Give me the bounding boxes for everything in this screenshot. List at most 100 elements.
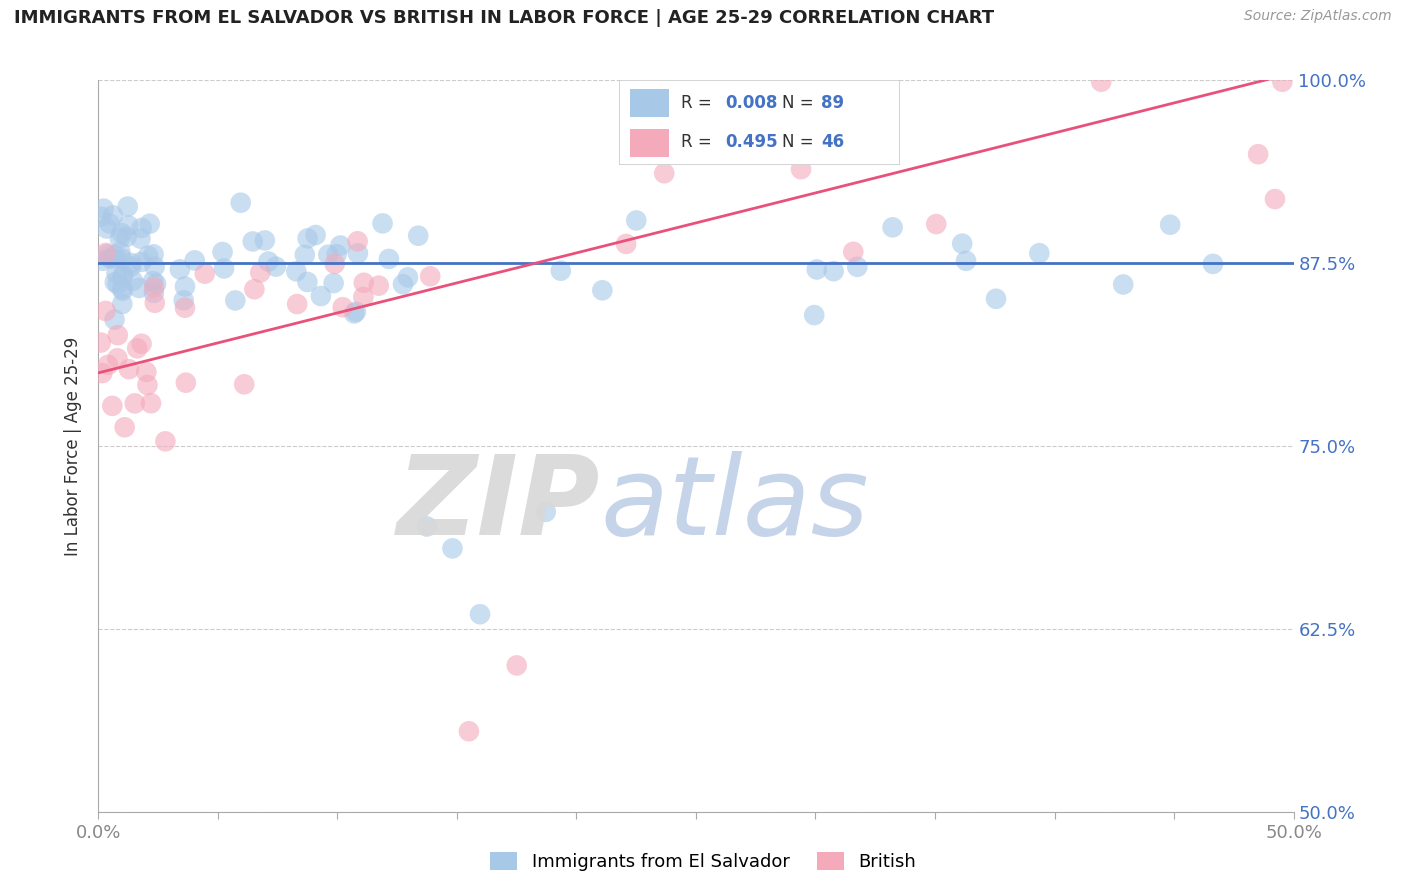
Text: Source: ZipAtlas.com: Source: ZipAtlas.com	[1244, 9, 1392, 23]
Point	[93, 202, 115, 216]
Point	[1247, 147, 1270, 161]
Point	[122, 274, 145, 288]
Point	[243, 282, 266, 296]
Point	[882, 220, 904, 235]
Point	[115, 229, 138, 244]
Text: IMMIGRANTS FROM EL SALVADOR VS BRITISH IN LABOR FORCE | AGE 25-29 CORRELATION CH: IMMIGRANTS FROM EL SALVADOR VS BRITISH I…	[14, 9, 994, 27]
Point	[111, 284, 134, 298]
Point	[173, 293, 195, 308]
Point	[174, 301, 197, 315]
Point	[550, 263, 572, 277]
Text: ZIP: ZIP	[396, 451, 600, 558]
Point	[332, 300, 354, 314]
Point	[371, 216, 394, 230]
Point	[419, 269, 441, 284]
Point	[136, 378, 159, 392]
Point	[212, 261, 235, 276]
Point	[264, 260, 287, 274]
Point	[143, 280, 166, 294]
Point	[131, 255, 153, 269]
Point	[211, 245, 233, 260]
Point	[143, 295, 166, 310]
Point	[323, 257, 346, 271]
Point	[1028, 246, 1050, 260]
Point	[1112, 277, 1135, 292]
Point	[378, 252, 401, 266]
Text: 46: 46	[821, 133, 844, 151]
Point	[950, 236, 973, 251]
Point	[233, 377, 256, 392]
Text: 89: 89	[821, 95, 844, 112]
Point	[347, 246, 370, 260]
Point	[97, 358, 120, 372]
Point	[249, 266, 271, 280]
Point	[790, 162, 813, 177]
Legend: Immigrants from El Salvador, British: Immigrants from El Salvador, British	[482, 845, 924, 879]
Point	[91, 253, 114, 268]
Point	[823, 264, 845, 278]
Point	[614, 236, 637, 251]
Point	[96, 221, 118, 235]
Point	[169, 262, 191, 277]
FancyBboxPatch shape	[619, 80, 900, 165]
Point	[108, 231, 131, 245]
Text: N =: N =	[782, 133, 818, 151]
Point	[1271, 75, 1294, 89]
Point	[441, 541, 464, 556]
Point	[128, 281, 150, 295]
Point	[652, 166, 675, 180]
Point	[91, 366, 114, 380]
Point	[253, 234, 276, 248]
Point	[458, 724, 481, 739]
Point	[343, 306, 366, 320]
Point	[285, 264, 308, 278]
Point	[98, 217, 121, 231]
Point	[984, 292, 1007, 306]
FancyBboxPatch shape	[630, 128, 669, 157]
Point	[304, 227, 326, 242]
Point	[468, 607, 491, 622]
Point	[297, 231, 319, 245]
Point	[1090, 75, 1112, 89]
Point	[135, 365, 157, 379]
Point	[110, 226, 132, 240]
Point	[111, 252, 134, 266]
Point	[1202, 257, 1225, 271]
Point	[105, 266, 128, 280]
Point	[120, 256, 142, 270]
Point	[131, 336, 153, 351]
Point	[506, 658, 529, 673]
Point	[329, 238, 352, 252]
Point	[316, 248, 339, 262]
Point	[94, 246, 117, 260]
Point	[803, 308, 825, 322]
Point	[101, 208, 124, 222]
Point	[112, 268, 135, 283]
Point	[111, 282, 134, 296]
Point	[309, 289, 332, 303]
Point	[416, 519, 439, 533]
Point	[117, 200, 139, 214]
FancyBboxPatch shape	[630, 89, 669, 117]
Text: R =: R =	[681, 95, 717, 112]
Point	[114, 420, 136, 434]
Point	[224, 293, 246, 308]
Point	[142, 274, 165, 288]
Point	[591, 283, 613, 297]
Point	[322, 276, 344, 290]
Point	[534, 505, 557, 519]
Point	[129, 232, 152, 246]
Point	[136, 249, 159, 263]
Point	[138, 217, 160, 231]
Point	[325, 247, 347, 261]
Point	[111, 297, 134, 311]
Point	[145, 277, 167, 291]
Point	[392, 277, 415, 292]
Point	[406, 228, 429, 243]
Point	[107, 277, 129, 292]
Point	[103, 252, 125, 266]
Point	[297, 275, 319, 289]
Point	[257, 254, 280, 268]
Text: 0.008: 0.008	[725, 95, 778, 112]
Point	[768, 116, 790, 130]
